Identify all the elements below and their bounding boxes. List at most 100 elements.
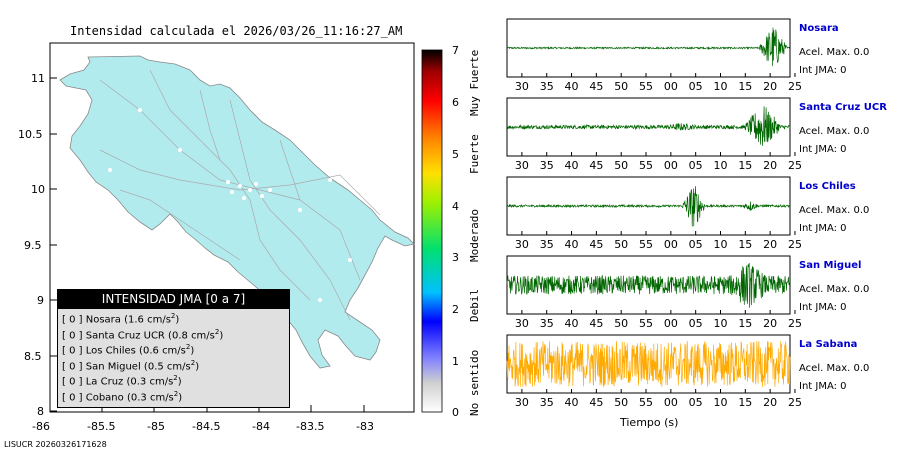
trace-tick-label: 40 bbox=[565, 80, 579, 93]
colorbar-tick: 5 bbox=[452, 148, 459, 161]
trace-frame bbox=[506, 334, 791, 394]
trace-tick-label: 00 bbox=[664, 317, 678, 330]
map-ytick: 8.5 bbox=[24, 350, 42, 363]
colorbar-tick: 7 bbox=[452, 44, 459, 57]
trace-waveform bbox=[506, 341, 791, 387]
trace-tick-label: 20 bbox=[763, 80, 777, 93]
trace-tick-label: 55 bbox=[639, 80, 653, 93]
station-jma: Int JMA: 0 bbox=[799, 144, 847, 155]
station-jma: Int JMA: 0 bbox=[799, 381, 847, 392]
legend-item: [ 0 ] Los Chiles (0.6 cm/s2) bbox=[62, 343, 195, 357]
map-xtick: -85 bbox=[147, 420, 165, 433]
trace-waveform bbox=[506, 263, 791, 308]
map-xtick: -84 bbox=[252, 420, 270, 433]
trace-waveform bbox=[506, 106, 791, 146]
trace-tick-label: 30 bbox=[515, 80, 529, 93]
colorbar-tick: 0 bbox=[452, 406, 459, 419]
map-xtick: -84.5 bbox=[192, 420, 220, 433]
footer-id: LISUCR 20260326171628 bbox=[4, 440, 107, 449]
trace-tick-label: 05 bbox=[689, 159, 703, 172]
map-ytick: 11 bbox=[31, 72, 45, 85]
station-accel: Acel. Max. 0.0 bbox=[799, 126, 870, 137]
trace-tick-label: 35 bbox=[540, 159, 554, 172]
station-name: Los Chiles bbox=[799, 181, 856, 192]
station-name: San Miguel bbox=[799, 260, 862, 271]
trace-tick-label: 50 bbox=[614, 396, 628, 409]
trace-tick-label: 10 bbox=[713, 396, 727, 409]
time-axis-label: Tiempo (s) bbox=[620, 416, 679, 429]
trace-tick-label: 10 bbox=[713, 80, 727, 93]
station-accel: Acel. Max. 0.0 bbox=[799, 205, 870, 216]
trace-tick-label: 35 bbox=[540, 396, 554, 409]
legend-box: INTENSIDAD JMA [0 a 7] [ 0 ] Nosara (1.6… bbox=[57, 289, 290, 408]
trace-tick-label: 05 bbox=[689, 238, 703, 251]
trace-tick-label: 30 bbox=[515, 396, 529, 409]
trace-tick-label: 55 bbox=[639, 317, 653, 330]
map-ytick: 9.5 bbox=[24, 239, 42, 252]
map-xtick: -86 bbox=[32, 420, 50, 433]
trace-tick-label: 35 bbox=[540, 80, 554, 93]
trace-tick-label: 50 bbox=[614, 317, 628, 330]
legend-item: [ 0 ] San Miguel (0.5 cm/s2) bbox=[62, 358, 200, 372]
map-ytick: 9 bbox=[37, 294, 44, 307]
legend-header: INTENSIDAD JMA [0 a 7] bbox=[58, 290, 289, 309]
trace-tick-label: 05 bbox=[689, 80, 703, 93]
station-accel: Acel. Max. 0.0 bbox=[799, 284, 870, 295]
trace-tick-label: 50 bbox=[614, 80, 628, 93]
map-xtick: -85.5 bbox=[87, 420, 115, 433]
map-xtick: -83.5 bbox=[296, 420, 324, 433]
legend-item: [ 0 ] La Cruz (0.3 cm/s2) bbox=[62, 374, 182, 388]
trace-tick-label: 20 bbox=[763, 238, 777, 251]
trace-tick-label: 45 bbox=[589, 80, 603, 93]
seismogram-los-chiles: 30 35 40 45 50 55 00 05 10 15 20 25 bbox=[506, 176, 802, 251]
station-jma: Int JMA: 0 bbox=[799, 223, 847, 234]
trace-tick-label: 55 bbox=[639, 238, 653, 251]
legend-item: [ 0 ] Cobano (0.3 cm/s2) bbox=[62, 389, 183, 403]
trace-waveform bbox=[506, 186, 791, 227]
map-ytick: 10.5 bbox=[18, 128, 43, 141]
trace-tick-label: 25 bbox=[788, 317, 802, 330]
trace-tick-label: 45 bbox=[589, 317, 603, 330]
trace-tick-label: 50 bbox=[614, 238, 628, 251]
legend-item: [ 0 ] Santa Cruz UCR (0.8 cm/s2) bbox=[62, 327, 224, 341]
trace-tick-label: 20 bbox=[763, 396, 777, 409]
colorbar-tick: 1 bbox=[452, 355, 459, 368]
station-jma: Int JMA: 0 bbox=[799, 65, 847, 76]
map-ytick: 8 bbox=[37, 405, 44, 418]
legend-list: [ 0 ] Nosara (1.6 cm/s2)[ 0 ] Santa Cruz… bbox=[58, 309, 289, 403]
trace-tick-label: 15 bbox=[738, 238, 752, 251]
seismogram-nosara: 30 35 40 45 50 55 00 05 10 15 20 25 bbox=[506, 18, 802, 93]
seismogram-santa-cruz-ucr: 30 35 40 45 50 55 00 05 10 15 20 25 bbox=[506, 97, 802, 172]
trace-tick-label: 40 bbox=[565, 317, 579, 330]
trace-tick-label: 30 bbox=[515, 238, 529, 251]
trace-tick-label: 30 bbox=[515, 317, 529, 330]
trace-tick-label: 25 bbox=[788, 80, 802, 93]
trace-tick-label: 40 bbox=[565, 396, 579, 409]
colorbar-tick: 3 bbox=[452, 251, 459, 264]
trace-tick-label: 50 bbox=[614, 159, 628, 172]
map-title: Intensidad calculada el 2026/03/26_11:16… bbox=[70, 24, 403, 38]
trace-tick-label: 15 bbox=[738, 159, 752, 172]
trace-tick-label: 35 bbox=[540, 317, 554, 330]
trace-tick-label: 30 bbox=[515, 159, 529, 172]
trace-tick-label: 45 bbox=[589, 238, 603, 251]
trace-tick-label: 10 bbox=[713, 238, 727, 251]
trace-tick-label: 00 bbox=[664, 396, 678, 409]
station-name: La Sabana bbox=[799, 339, 858, 350]
station-accel: Acel. Max. 0.0 bbox=[799, 363, 870, 374]
colorbar-tick: 4 bbox=[452, 200, 459, 213]
trace-tick-label: 10 bbox=[713, 159, 727, 172]
map-xtick: -83 bbox=[356, 420, 374, 433]
costa-rica-landmass bbox=[59, 55, 415, 369]
trace-tick-label: 25 bbox=[788, 396, 802, 409]
city-dots bbox=[108, 108, 352, 302]
trace-tick-label: 40 bbox=[565, 238, 579, 251]
intensity-colorbar bbox=[421, 49, 443, 413]
trace-tick-label: 45 bbox=[589, 159, 603, 172]
station-accel: Acel. Max. 0.0 bbox=[799, 47, 870, 58]
trace-tick-label: 20 bbox=[763, 317, 777, 330]
trace-tick-label: 20 bbox=[763, 159, 777, 172]
seismogram-la-sabana: 30 35 40 45 50 55 00 05 10 15 20 25 bbox=[506, 334, 802, 409]
trace-tick-label: 15 bbox=[738, 317, 752, 330]
